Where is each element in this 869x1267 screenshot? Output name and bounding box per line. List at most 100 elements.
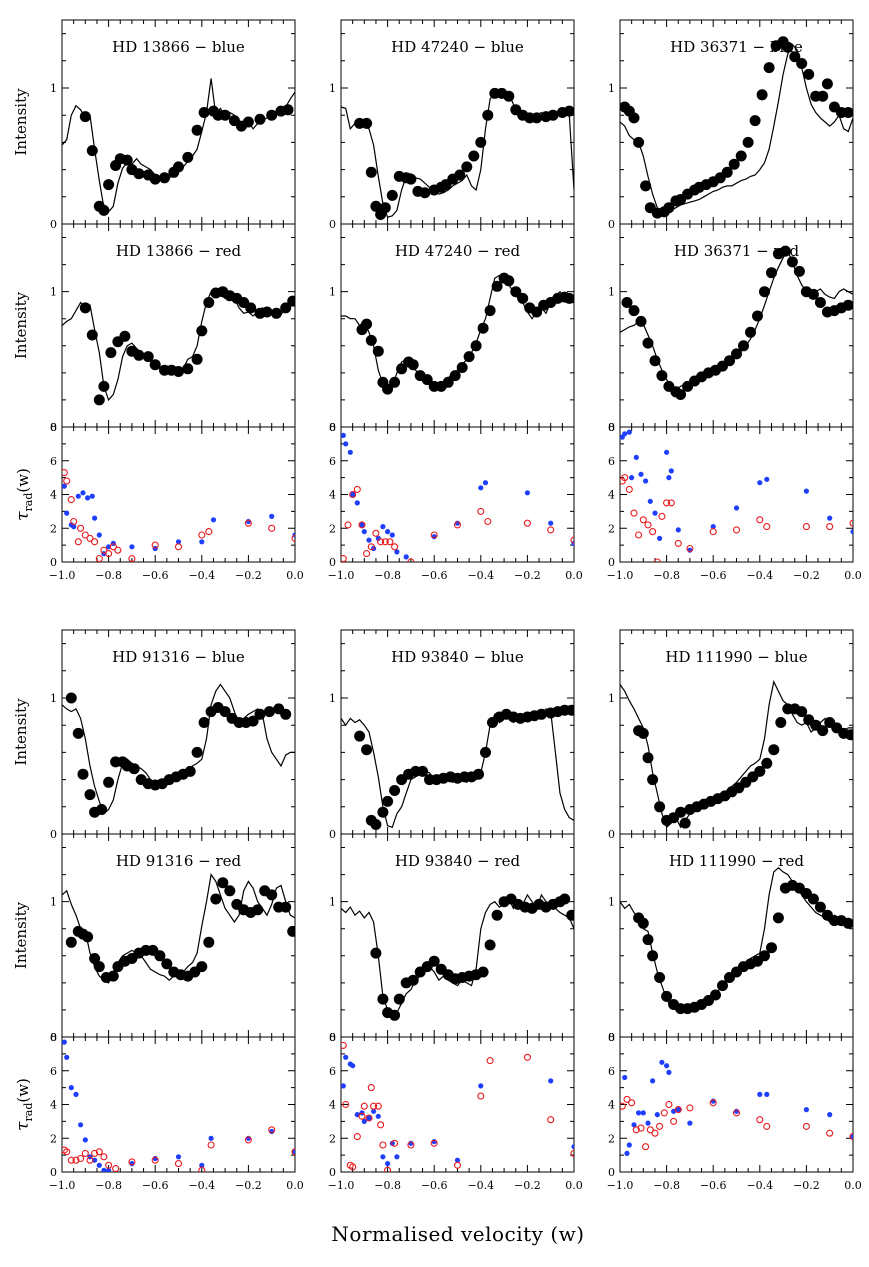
x-tick-label: −0.2 (235, 1179, 262, 1192)
observed-point (742, 136, 754, 148)
axis-ticks (61, 630, 296, 835)
x-axis-title: Normalised velocity (w) (331, 1222, 584, 1246)
observed-point (473, 768, 484, 780)
observed-point (287, 295, 295, 307)
observed-point (735, 150, 747, 162)
tau-blue-point (101, 1167, 107, 1172)
axis-ticks (619, 630, 854, 835)
y-tick-label: 0 (50, 828, 57, 841)
x-tick-label: −0.4 (188, 569, 215, 582)
observed-point (121, 154, 133, 166)
observed-point (817, 725, 829, 737)
observed-point (766, 942, 777, 954)
tau-blue-point (175, 1154, 182, 1160)
observed-point (219, 109, 231, 121)
tau-red-point (849, 519, 853, 527)
observed-point (637, 917, 649, 929)
tau-red-point (63, 477, 71, 485)
observed-point (224, 885, 236, 897)
tau-red-point (151, 1156, 159, 1164)
tau-red-point (391, 543, 399, 551)
tau-blue-point (341, 432, 346, 438)
tau-blue-point (350, 1063, 356, 1069)
tau-red-point (802, 1122, 810, 1130)
panel-title: HD 36371 − blue (670, 38, 803, 56)
observed-point (845, 729, 853, 741)
observed-point (782, 41, 794, 53)
observed-point (547, 109, 559, 121)
x-tick-label: 0.0 (286, 1179, 304, 1192)
tau-blue-point (389, 532, 395, 538)
tau-red-point (198, 531, 206, 539)
observed-point (779, 245, 791, 257)
x-tick-label: −1.0 (49, 569, 76, 582)
tau-blue-point (361, 529, 367, 535)
y-tick-label: 0 (50, 1166, 57, 1179)
tau-red-point (379, 1141, 387, 1149)
plot-area (62, 1039, 295, 1172)
observed-point (775, 717, 787, 728)
y-tick-label: 1 (50, 692, 57, 705)
tau-red-point (81, 1149, 89, 1157)
tau-red-point (342, 1100, 350, 1109)
observed-point (354, 730, 366, 742)
y-tick-label: 2 (608, 1132, 615, 1145)
observed-point (263, 706, 275, 718)
tau-red-point (128, 555, 136, 562)
tau-blue-point (675, 527, 681, 533)
tau-blue-point (341, 1083, 346, 1089)
tau-blue-point (403, 554, 409, 560)
tau-blue-point (385, 1161, 391, 1167)
observed-point (161, 958, 173, 970)
y-tick-label: 0 (608, 218, 615, 231)
tau-red-point (207, 1141, 215, 1149)
tau-blue-point (764, 1091, 770, 1097)
x-tick-label: −0.4 (746, 569, 773, 582)
observed-point (370, 819, 382, 830)
observed-point (154, 950, 166, 962)
observed-point (761, 757, 773, 769)
y-tick-label: 6 (329, 1065, 336, 1078)
panel-title: HD 93840 − blue (391, 648, 524, 666)
observed-point (535, 708, 547, 720)
tau-red-point (709, 528, 717, 536)
tau-blue-point (803, 488, 810, 494)
tau-red-point (628, 1099, 636, 1107)
observed-point (807, 893, 819, 905)
observed-point (559, 893, 571, 905)
tau-blue-point (366, 1115, 372, 1121)
observed-point (203, 297, 215, 308)
intensity-axis-title: Intensity (12, 698, 30, 766)
y-tick-label: 2 (329, 1132, 336, 1145)
tau-red-point (109, 543, 117, 551)
model-profile-line (620, 867, 853, 1011)
tau-red-point (570, 536, 574, 544)
axis-ticks (619, 1036, 854, 1173)
observed-point (184, 765, 196, 777)
observed-point (661, 990, 673, 1002)
observed-point (817, 90, 829, 102)
tau-blue-point (73, 1091, 79, 1097)
tau-blue-point (629, 475, 635, 481)
tau-blue-point (199, 539, 205, 545)
observed-point (642, 337, 654, 349)
x-tick-label: −0.2 (793, 1179, 820, 1192)
observed-point (759, 286, 770, 298)
tau-red-point (630, 509, 638, 517)
tau-blue-point (827, 515, 833, 521)
panel-title: HD 47240 − blue (391, 38, 524, 56)
tau-red-point (91, 1149, 99, 1157)
x-tick-label: −0.4 (467, 569, 494, 582)
tau-red-point (353, 485, 361, 493)
observed-point (198, 717, 210, 728)
tau-red-point (174, 1160, 183, 1168)
observed-point (763, 62, 775, 74)
y-tick-label: 0 (608, 421, 615, 434)
observed-point (198, 107, 210, 118)
observed-point (663, 202, 675, 214)
tau-blue-point (645, 1120, 651, 1126)
observed-point (640, 180, 652, 192)
tau-blue-point (454, 1157, 461, 1163)
tau-blue-point (75, 493, 81, 499)
observed-point (754, 765, 766, 777)
